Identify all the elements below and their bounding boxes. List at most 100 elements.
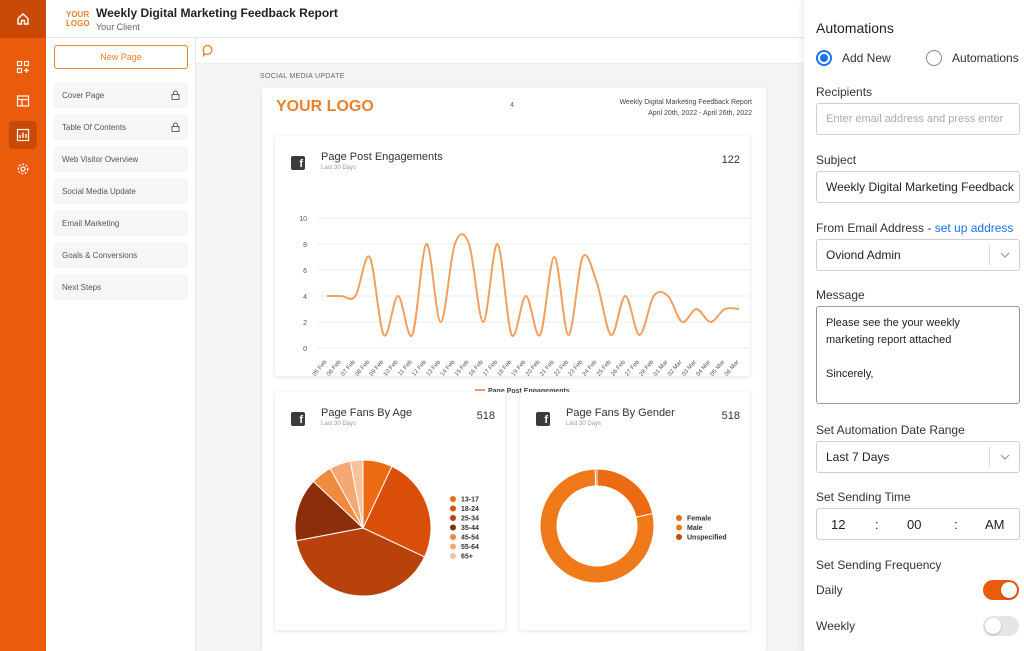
legend-label: 18-24 xyxy=(461,506,479,513)
sending-time-input[interactable]: 12 : 00 : AM xyxy=(816,508,1020,540)
daily-toggle[interactable] xyxy=(983,580,1019,600)
page-list-item[interactable]: Web Visitor Overview xyxy=(54,146,188,172)
fans-age-card: f Page Fans By Age Last 30 Days 518 13-1… xyxy=(275,392,505,630)
from-email-value: Oviond Admin xyxy=(826,248,901,262)
frequency-label: Set Sending Frequency xyxy=(816,558,942,572)
card-total: 518 xyxy=(476,410,495,422)
y-tick-label: 8 xyxy=(303,242,307,249)
legend-label: 25-34 xyxy=(461,516,479,523)
date-range-label: Set Automation Date Range xyxy=(816,423,965,437)
radio-add-new-label: Add New xyxy=(842,51,891,65)
radio-automations-label: Automations xyxy=(952,51,1019,65)
time-separator: : xyxy=(875,516,879,532)
card-subtitle: Last 30 Days xyxy=(566,421,602,427)
report-page: YOUR LOGO 4 Weekly Digital Marketing Fee… xyxy=(262,88,766,651)
panel-title: Automations xyxy=(816,20,894,36)
fans-gender-card: f Page Fans By Gender Last 30 Days 518 F… xyxy=(520,392,750,630)
layout-button[interactable] xyxy=(0,84,46,118)
facebook-icon: f xyxy=(291,412,305,426)
page-list-item[interactable]: Email Marketing xyxy=(54,210,188,236)
page-list-item-label: Next Steps xyxy=(62,282,102,292)
card-title: Page Fans By Age xyxy=(321,407,413,419)
legend-swatch xyxy=(676,524,682,531)
page-list-item-label: Web Visitor Overview xyxy=(62,154,139,164)
app-header: YOUR LOGO Weekly Digital Marketing Feedb… xyxy=(46,0,804,38)
fans-age-pie-chart: 13-17 18-24 25-34 35-44 45-54 55-64 65+ xyxy=(294,459,479,597)
card-title: Page Fans By Gender xyxy=(566,407,675,419)
chevron-down-icon xyxy=(989,245,1019,265)
message-line: marketing report attached xyxy=(826,334,952,346)
from-email-label-text: From Email Address - xyxy=(816,221,935,235)
settings-icon xyxy=(17,163,29,175)
lock-icon xyxy=(171,122,180,132)
from-email-select[interactable]: Oviond Admin xyxy=(816,239,1020,271)
page-logo: YOUR LOGO xyxy=(276,98,374,115)
pie-slice xyxy=(594,468,598,487)
card-total: 518 xyxy=(721,410,740,422)
pie-slice xyxy=(295,527,426,597)
radio-automations[interactable]: Automations xyxy=(926,50,1019,66)
card-subtitle: Last 30 Days xyxy=(321,165,357,171)
page-list-item[interactable]: Goals & Conversions xyxy=(54,242,188,268)
facebook-icon: f xyxy=(291,156,305,170)
legend-label: 65+ xyxy=(461,554,473,561)
radio-add-new[interactable]: Add New xyxy=(816,50,891,66)
weekly-label: Weekly xyxy=(816,619,856,633)
subject-label: Subject xyxy=(816,153,857,167)
subject-input[interactable]: Weekly Digital Marketing Feedback xyxy=(816,171,1020,203)
legend-label: Male xyxy=(687,525,703,532)
reports-button[interactable] xyxy=(0,118,46,152)
set-up-address-link[interactable]: set up address xyxy=(934,221,1014,235)
weekly-toggle[interactable] xyxy=(983,616,1019,636)
time-ampm[interactable]: AM xyxy=(985,516,1005,532)
page-date-range: April 20th, 2022 - April 26th, 2022 xyxy=(648,110,752,117)
radio-selected-icon xyxy=(816,50,832,66)
legend-label: Unspecified xyxy=(687,535,727,542)
apps-button[interactable] xyxy=(0,50,46,84)
settings-button[interactable] xyxy=(0,152,46,186)
legend-swatch xyxy=(450,496,456,502)
page-list-item[interactable]: Cover Page xyxy=(54,82,188,108)
time-hour[interactable]: 12 xyxy=(831,516,846,532)
new-page-button[interactable]: New Page xyxy=(54,45,188,69)
layout-icon xyxy=(16,95,30,107)
engagements-card: f Page Post Engagements Last 30 Days 122… xyxy=(275,136,750,395)
home-button[interactable] xyxy=(0,0,46,38)
legend-label: Page Post Engagements xyxy=(488,388,570,395)
x-tick-label: 06 Mar xyxy=(724,359,741,377)
legend-label: Female xyxy=(687,516,711,523)
recipients-input[interactable]: Enter email address and press enter xyxy=(816,103,1020,135)
chat-icon[interactable] xyxy=(202,44,214,57)
legend-label: 35-44 xyxy=(461,525,479,532)
page-list-item[interactable]: Table Of Contents xyxy=(54,114,188,140)
legend-swatch xyxy=(676,534,682,540)
legend-swatch xyxy=(450,505,456,512)
message-textarea[interactable]: Please see the your weekly marketing rep… xyxy=(816,306,1020,404)
message-label: Message xyxy=(816,288,865,302)
y-tick-label: 2 xyxy=(303,320,307,327)
home-icon xyxy=(17,13,29,25)
date-range-select[interactable]: Last 7 Days xyxy=(816,441,1020,473)
facebook-icon: f xyxy=(536,412,550,426)
client-name: Your Client xyxy=(96,21,140,32)
apps-icon xyxy=(16,60,30,74)
time-separator: : xyxy=(954,516,958,532)
series-line xyxy=(327,233,740,337)
fans-gender-donut-chart: Female Male Unspecified xyxy=(539,468,727,584)
pie-slice xyxy=(596,468,654,518)
page-list-item-label: Social Media Update xyxy=(62,186,136,196)
legend-swatch xyxy=(450,534,456,540)
page-list-item[interactable]: Social Media Update xyxy=(54,178,188,204)
legend-swatch xyxy=(450,543,456,550)
chevron-down-icon xyxy=(989,447,1019,467)
legend-swatch xyxy=(450,515,456,521)
page-report-title: Weekly Digital Marketing Feedback Report xyxy=(619,99,752,106)
time-minute[interactable]: 00 xyxy=(907,516,922,532)
automations-panel: Automations Add New Automations Recipien… xyxy=(804,0,1024,651)
message-line: Please see the your weekly xyxy=(826,317,960,329)
message-line: Sincerely, xyxy=(826,368,874,380)
y-tick-label: 4 xyxy=(303,294,307,301)
page-list-item[interactable]: Next Steps xyxy=(54,274,188,300)
editor-toolbar xyxy=(196,38,804,64)
